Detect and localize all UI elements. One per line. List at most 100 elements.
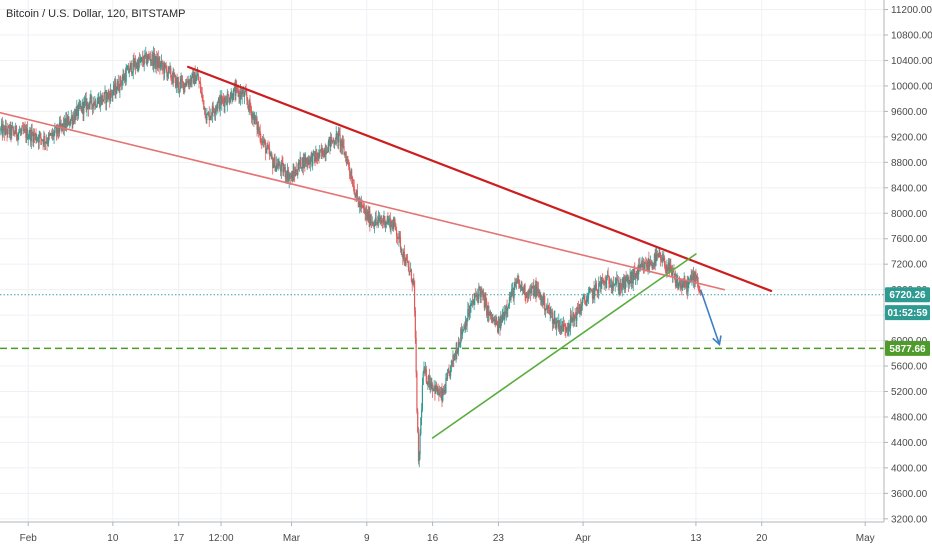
candle-body xyxy=(657,256,659,258)
candle-body xyxy=(119,77,121,91)
candle-body xyxy=(678,281,681,284)
candle-body xyxy=(406,260,409,263)
candle-body xyxy=(576,306,578,321)
candle-body xyxy=(169,68,171,69)
candle-body xyxy=(411,281,413,285)
candle-body xyxy=(546,308,548,310)
candle-body xyxy=(258,126,260,132)
candle-body xyxy=(223,100,225,107)
candle-body xyxy=(86,101,88,110)
candle-body xyxy=(425,369,427,382)
candle-body xyxy=(60,124,62,127)
candle-body xyxy=(225,98,227,102)
arrow-shaft[interactable] xyxy=(699,289,721,345)
arrow-head[interactable] xyxy=(712,335,722,346)
candle-body xyxy=(545,308,547,311)
candle-body xyxy=(140,57,142,61)
candle-body xyxy=(308,160,310,165)
candle-body xyxy=(361,202,363,206)
candle-body xyxy=(552,322,554,324)
candle-body xyxy=(342,140,344,147)
candle-body xyxy=(232,99,234,101)
candle-body xyxy=(293,170,295,174)
candle-body xyxy=(586,299,588,306)
candle-body xyxy=(591,290,594,299)
projection-arrow[interactable] xyxy=(699,289,722,346)
x-tick-label: 16 xyxy=(427,533,439,544)
candle-body xyxy=(26,128,28,138)
candle-body xyxy=(142,57,144,63)
trendline[interactable] xyxy=(0,111,725,291)
candle-body xyxy=(623,277,626,290)
candle-body xyxy=(244,90,246,92)
candle-body xyxy=(113,84,115,93)
candle-body xyxy=(157,57,159,67)
candle-body xyxy=(567,329,569,331)
trendline[interactable] xyxy=(431,253,697,439)
y-axis-ticks[interactable]: 3200.00 3600.00 4000.00 4400.00 4800.00 5200.… xyxy=(884,5,932,525)
price-badge xyxy=(885,305,930,321)
x-tick-label: 10 xyxy=(107,533,119,544)
candle-body xyxy=(65,118,67,129)
candle-body xyxy=(579,305,581,314)
candle-body xyxy=(267,145,269,148)
candle-body xyxy=(511,288,514,290)
trendline-drawings[interactable] xyxy=(0,65,773,439)
candle-body xyxy=(93,103,95,106)
candle-body xyxy=(258,131,261,133)
candle-body xyxy=(625,276,627,281)
candle-body xyxy=(618,288,620,291)
candle-body xyxy=(667,262,670,271)
candle-body xyxy=(251,114,253,119)
candle-body xyxy=(297,170,299,175)
candle-body xyxy=(697,282,699,289)
y-tick-label: 4800.00 xyxy=(891,412,928,423)
grid-lines xyxy=(0,0,884,522)
candle-body xyxy=(417,411,419,432)
candle-body xyxy=(47,134,50,143)
candle-body xyxy=(41,139,43,141)
candle-body xyxy=(619,283,621,289)
candle-body xyxy=(519,285,521,288)
candle-body xyxy=(87,104,90,110)
candle-body xyxy=(294,173,296,176)
trendline[interactable] xyxy=(186,65,773,293)
candle-body xyxy=(472,303,474,304)
candle-body xyxy=(648,259,650,268)
candle-body xyxy=(610,285,612,287)
candle-body xyxy=(141,57,143,59)
candle-body xyxy=(99,96,101,107)
candle-body xyxy=(270,154,272,155)
candle-body xyxy=(51,132,53,137)
candle-body xyxy=(62,123,64,127)
candle-body xyxy=(152,54,154,67)
candle-body xyxy=(620,283,622,289)
candle-body xyxy=(214,109,217,114)
candle-body xyxy=(92,103,94,109)
candle-body xyxy=(450,360,453,366)
candle-body xyxy=(171,78,174,83)
candle-body xyxy=(122,75,124,80)
price-badge-label: 6720.26 xyxy=(889,290,926,301)
candle-body xyxy=(654,254,656,266)
candle-body xyxy=(441,390,443,401)
candle-body xyxy=(482,294,485,297)
candle-body xyxy=(154,61,156,66)
candle-body xyxy=(11,127,14,128)
candle-body xyxy=(663,257,665,261)
candle-body xyxy=(511,288,513,297)
candle-body xyxy=(55,127,57,129)
candle-body xyxy=(375,217,377,223)
x-axis-ticks[interactable]: Feb 10 17 12:00 Mar 9 16 23 Apr 13 20 May xyxy=(20,522,875,544)
candle-body xyxy=(301,167,303,169)
candle-body xyxy=(333,141,335,145)
candle-body xyxy=(344,153,346,155)
candle-body xyxy=(626,279,628,281)
candle-body xyxy=(271,154,273,159)
candle-body xyxy=(54,127,56,133)
candle-body xyxy=(445,378,447,393)
candle-body xyxy=(551,311,553,313)
candle-body xyxy=(27,137,29,140)
candle-body xyxy=(208,112,210,121)
